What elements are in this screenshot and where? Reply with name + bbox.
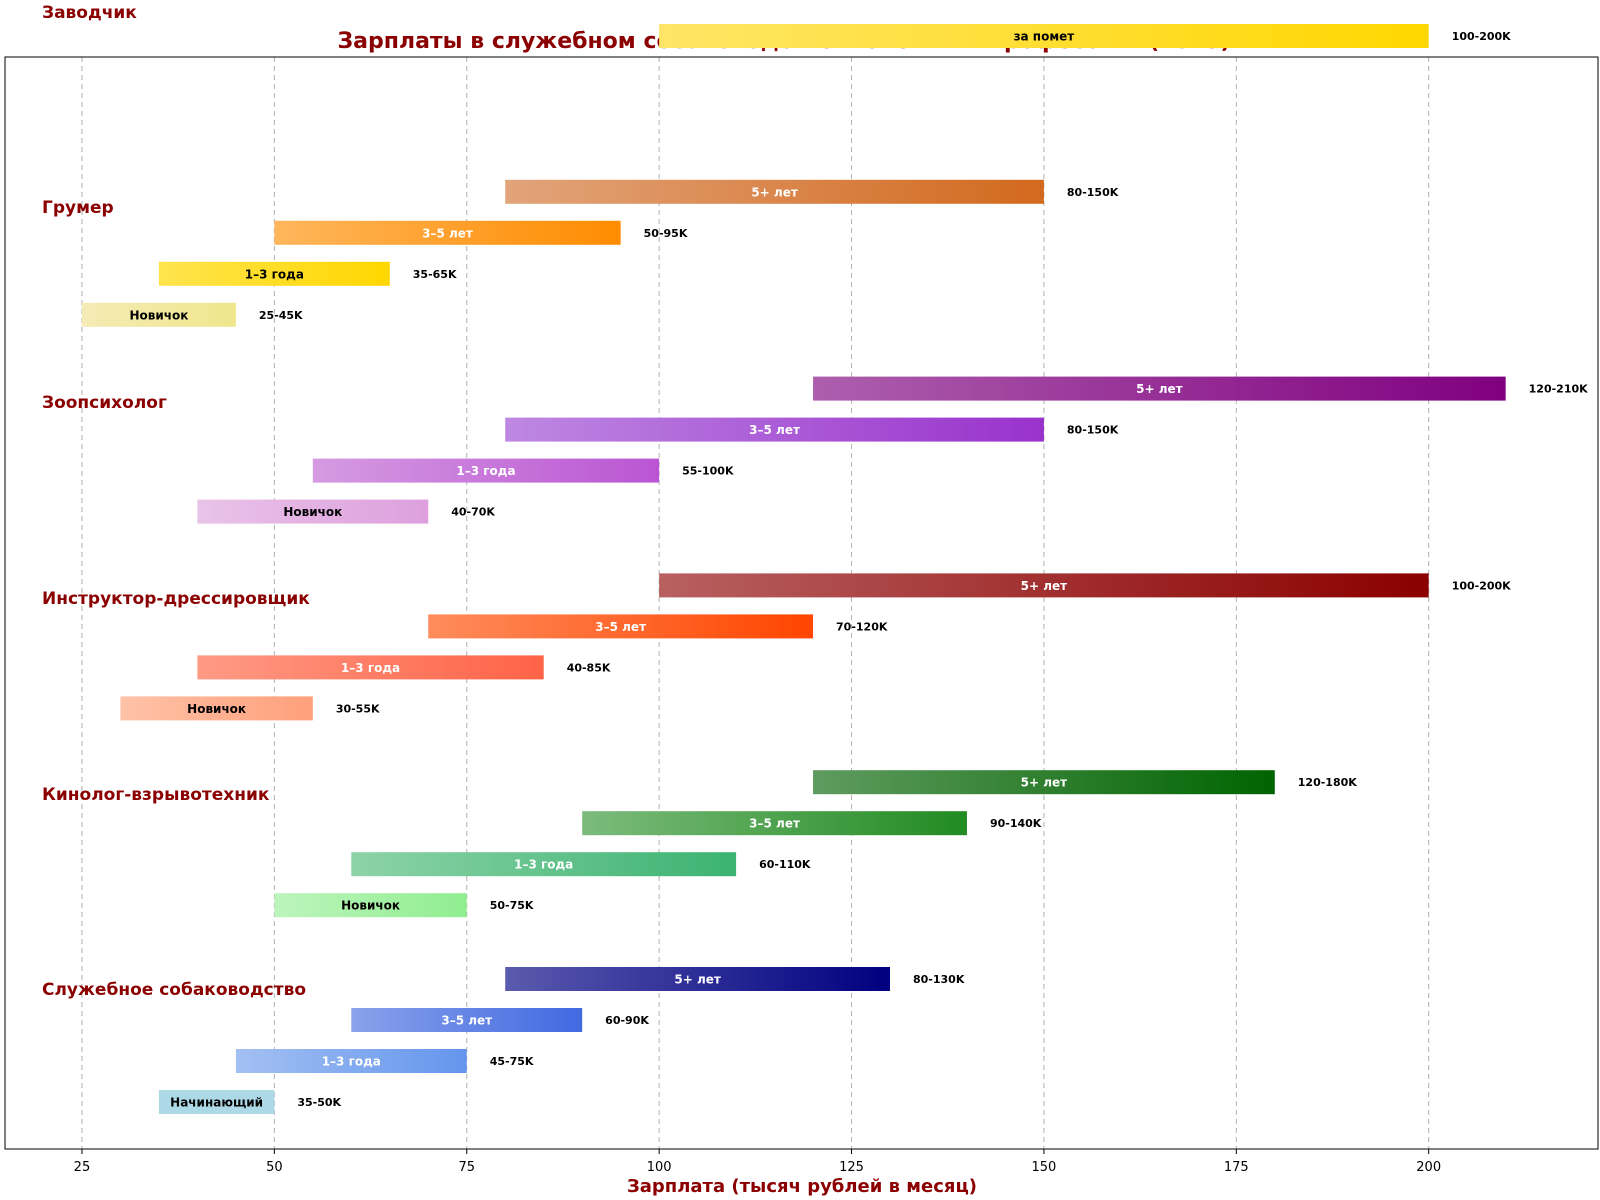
salary-bar bbox=[351, 1008, 583, 1032]
bar-label: 3–5 лет bbox=[749, 817, 800, 831]
range-label: 80-150K bbox=[1067, 186, 1119, 199]
x-tick-label: 75 bbox=[458, 1160, 475, 1175]
bars: за помет 100-200K Новичок 25-45K 1–3 года 35-… bbox=[81, 24, 1588, 1114]
plot-frame bbox=[4, 56, 1599, 1150]
salary-bar bbox=[274, 893, 467, 918]
salary-bar bbox=[505, 417, 1044, 442]
bar-label: 3–5 лет bbox=[422, 226, 473, 240]
x-tick-label: 25 bbox=[74, 1160, 91, 1175]
salary-bar bbox=[274, 220, 621, 245]
bar-label: Новичок bbox=[283, 505, 342, 519]
salary-bar bbox=[582, 811, 967, 836]
range-label: 100-200K bbox=[1452, 579, 1511, 592]
bar-label: 1–3 года bbox=[341, 661, 400, 675]
range-label: 50-95K bbox=[644, 227, 688, 240]
range-label: 60-90K bbox=[605, 1014, 649, 1027]
x-tick-label: 50 bbox=[266, 1160, 283, 1175]
x-tick-label: 200 bbox=[1416, 1160, 1441, 1175]
salary-bar bbox=[235, 1049, 467, 1073]
bar-label: Новичок bbox=[129, 308, 188, 322]
x-axis-label: Зарплата (тысяч рублей в месяц) bbox=[627, 1176, 977, 1197]
salary-bar bbox=[120, 696, 313, 721]
salary-bar bbox=[158, 1090, 275, 1114]
range-label: 120-210K bbox=[1529, 383, 1588, 396]
range-label: 120-180K bbox=[1298, 776, 1357, 789]
salary-bar bbox=[813, 770, 1275, 795]
range-label: 35-65K bbox=[413, 268, 457, 281]
group-labels: Заводчик Грумер Зоопсихолог Инструктор-дрес… bbox=[42, 3, 310, 1000]
salary-bar bbox=[197, 655, 544, 680]
range-label: 35-50K bbox=[297, 1096, 341, 1109]
group-label: Заводчик bbox=[42, 3, 137, 23]
bar-label: Новичок bbox=[187, 702, 246, 716]
bar-label: 1–3 года bbox=[245, 267, 304, 281]
range-label: 50-75K bbox=[490, 899, 534, 912]
bar-label: 1–3 года bbox=[322, 1055, 381, 1069]
bar-label: 3–5 лет bbox=[441, 1014, 492, 1028]
range-label: 90-140K bbox=[990, 817, 1042, 830]
bar-label: 5+ лет bbox=[1136, 382, 1183, 396]
x-tick-label: 125 bbox=[839, 1160, 864, 1175]
range-label: 40-85K bbox=[567, 661, 611, 674]
range-label: 100-200K bbox=[1452, 30, 1511, 43]
bar-label: 5+ лет bbox=[1021, 776, 1068, 790]
range-label: 45-75K bbox=[490, 1055, 534, 1068]
salary-bar bbox=[505, 967, 890, 991]
range-label: 55-100K bbox=[682, 465, 734, 478]
group-label: Служебное собаководство bbox=[42, 980, 306, 1000]
salary-bar bbox=[659, 573, 1429, 598]
range-label: 70-120K bbox=[836, 620, 888, 633]
x-tick-label: 175 bbox=[1224, 1160, 1249, 1175]
bar-label: 5+ лет bbox=[751, 185, 798, 199]
range-label: 40-70K bbox=[451, 506, 495, 519]
salary-bar bbox=[312, 458, 660, 483]
range-label: 25-45K bbox=[259, 309, 303, 322]
bar-label: за помет bbox=[1014, 30, 1075, 44]
group-label: Кинолог-взрывотехник bbox=[42, 785, 270, 805]
bar-label: Начинающий bbox=[170, 1096, 263, 1110]
salary-bar bbox=[197, 499, 429, 524]
salary-bar bbox=[81, 302, 236, 327]
bar-label: 1–3 года bbox=[456, 464, 515, 478]
x-axis-ticks: 25 50 75 100 125 150 175 200 bbox=[74, 1149, 1441, 1175]
bar-label: 5+ лет bbox=[674, 973, 721, 987]
group-label: Инструктор-дрессировщик bbox=[42, 589, 310, 609]
range-label: 80-150K bbox=[1067, 424, 1119, 437]
salary-bar bbox=[158, 261, 390, 286]
salary-bar bbox=[505, 179, 1044, 204]
salary-bar bbox=[351, 852, 737, 877]
group-label: Грумер bbox=[42, 198, 114, 218]
salary-bar bbox=[659, 24, 1429, 48]
range-label: 60-110K bbox=[759, 858, 811, 871]
salary-bar bbox=[428, 614, 814, 639]
x-tick-label: 100 bbox=[647, 1160, 672, 1175]
bar-label: 5+ лет bbox=[1021, 579, 1068, 593]
bar-label: Новичок bbox=[341, 899, 400, 913]
bar-label: 1–3 года bbox=[514, 858, 573, 872]
range-label: 30-55K bbox=[336, 702, 380, 715]
range-label: 80-130K bbox=[913, 973, 965, 986]
bar-label: 3–5 лет bbox=[749, 423, 800, 437]
group-label: Зоопсихолог bbox=[42, 393, 167, 413]
salary-bar bbox=[813, 376, 1506, 401]
x-tick-label: 150 bbox=[1031, 1160, 1056, 1175]
bar-label: 3–5 лет bbox=[595, 620, 646, 634]
